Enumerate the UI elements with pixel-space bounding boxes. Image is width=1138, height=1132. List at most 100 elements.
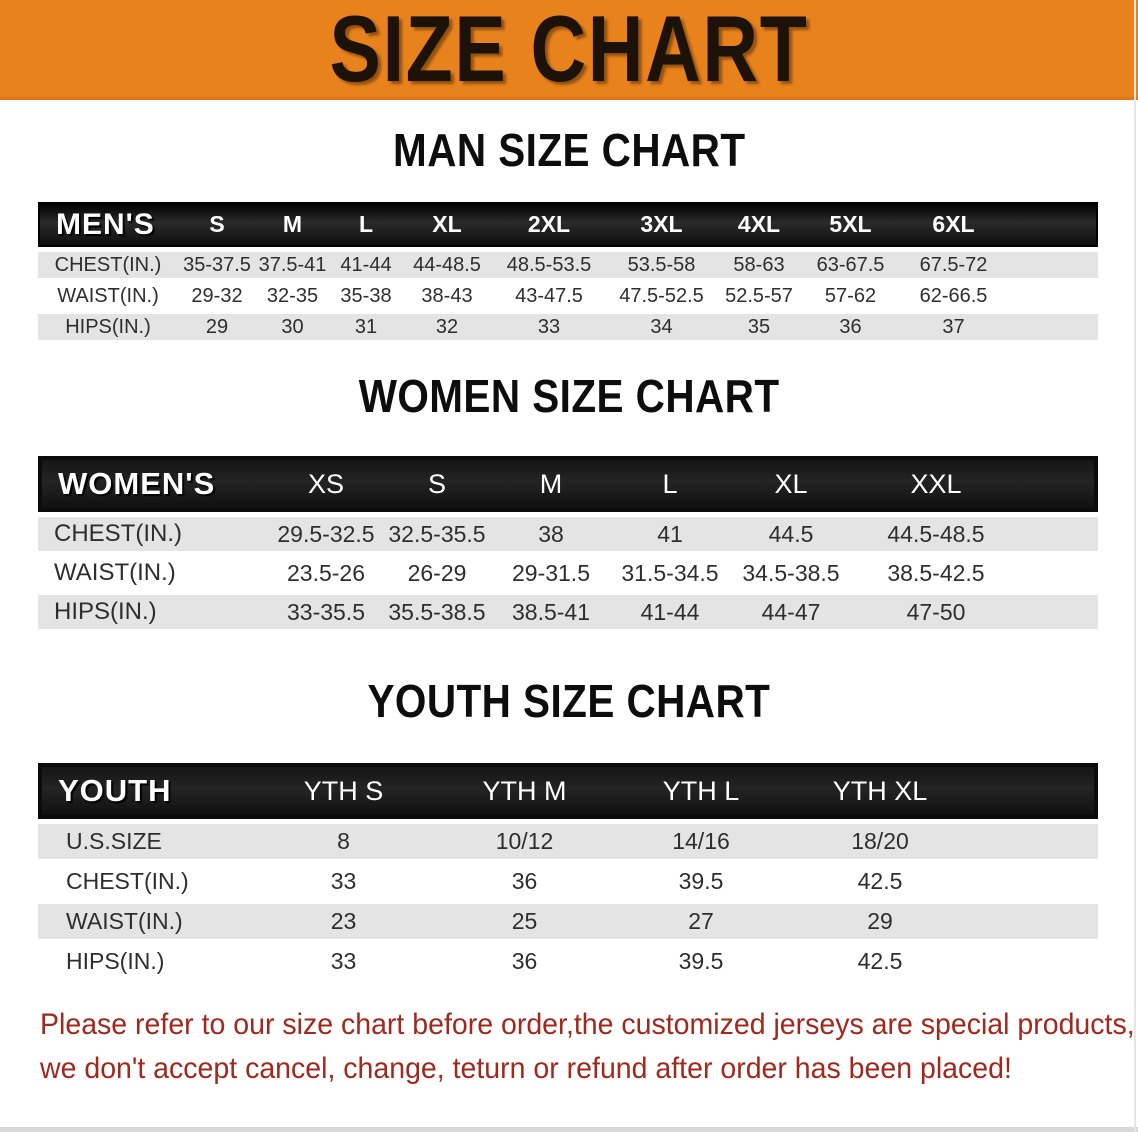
men-section-title: MAN SIZE CHART <box>392 124 746 176</box>
table-row: CHEST(IN.) 33 36 39.5 42.5 <box>38 859 1098 899</box>
size-column-header: 5XL <box>802 202 899 247</box>
filler-cell <box>1008 202 1098 247</box>
page-title: SIZE CHART <box>329 0 809 101</box>
size-value-cell: 29-32 <box>178 278 256 309</box>
size-column-header: M <box>492 456 610 512</box>
filler-cell <box>1020 512 1098 551</box>
size-value-cell: 29 <box>790 899 970 939</box>
men-header-row: MEN'S S M L XL 2XL 3XL 4XL 5XL 6XL <box>38 202 1098 247</box>
size-value-cell: 29.5-32.5 <box>270 512 382 551</box>
size-value-cell: 58-63 <box>716 247 802 278</box>
size-value-cell: 42.5 <box>790 939 970 979</box>
table-row: HIPS(IN.) 33 36 39.5 42.5 <box>38 939 1098 979</box>
size-value-cell: 29 <box>178 309 256 340</box>
filler-cell <box>1008 247 1098 278</box>
size-column-header: L <box>329 202 403 247</box>
size-value-cell: 38 <box>492 512 610 551</box>
size-value-cell: 36 <box>437 939 612 979</box>
size-value-cell: 8 <box>250 819 437 859</box>
size-value-cell: 41-44 <box>610 590 730 629</box>
size-value-cell: 44.5 <box>730 512 852 551</box>
youth-section-title: YOUTH SIZE CHART <box>367 675 771 727</box>
row-label: U.S.SIZE <box>38 819 250 859</box>
size-column-header: YTH M <box>437 763 612 819</box>
size-value-cell: 36 <box>437 859 612 899</box>
youth-header-row: YOUTH YTH S YTH M YTH L YTH XL <box>38 763 1098 819</box>
size-value-cell: 41 <box>610 512 730 551</box>
size-value-cell: 30 <box>256 309 329 340</box>
size-value-cell: 39.5 <box>612 859 790 899</box>
size-column-header: XS <box>270 456 382 512</box>
size-value-cell: 52.5-57 <box>716 278 802 309</box>
right-edge-divider <box>1134 0 1136 1132</box>
youth-table-label: YOUTH <box>38 763 250 819</box>
size-value-cell: 57-62 <box>802 278 899 309</box>
size-value-cell: 34 <box>607 309 716 340</box>
size-value-cell: 47-50 <box>852 590 1020 629</box>
women-table-label: WOMEN'S <box>38 456 270 512</box>
youth-size-table: YOUTH YTH S YTH M YTH L YTH XL U.S.SIZE … <box>38 763 1098 979</box>
size-value-cell: 32.5-35.5 <box>382 512 492 551</box>
size-column-header: XL <box>403 202 491 247</box>
row-label: WAIST(IN.) <box>38 899 250 939</box>
table-row: WAIST(IN.) 29-32 32-35 35-38 38-43 43-47… <box>38 278 1098 309</box>
filler-cell <box>970 859 1098 899</box>
filler-cell <box>1020 551 1098 590</box>
size-value-cell: 67.5-72 <box>899 247 1008 278</box>
table-row: WAIST(IN.) 23.5-26 26-29 29-31.5 31.5-34… <box>38 551 1098 590</box>
women-size-table: WOMEN'S XS S M L XL XXL CHEST(IN.) 29.5-… <box>38 456 1098 629</box>
row-label: HIPS(IN.) <box>38 309 178 340</box>
row-label: WAIST(IN.) <box>38 551 270 590</box>
size-column-header: XL <box>730 456 852 512</box>
size-value-cell: 14/16 <box>612 819 790 859</box>
size-value-cell: 27 <box>612 899 790 939</box>
size-value-cell: 32 <box>403 309 491 340</box>
men-size-table: MEN'S S M L XL 2XL 3XL 4XL 5XL 6XL CHEST… <box>38 202 1098 340</box>
size-value-cell: 18/20 <box>790 819 970 859</box>
size-value-cell: 37 <box>899 309 1008 340</box>
table-row: U.S.SIZE 8 10/12 14/16 18/20 <box>38 819 1098 859</box>
size-value-cell: 10/12 <box>437 819 612 859</box>
size-value-cell: 26-29 <box>382 551 492 590</box>
size-column-header: 3XL <box>607 202 716 247</box>
row-label: HIPS(IN.) <box>38 939 250 979</box>
size-column-header: XXL <box>852 456 1020 512</box>
size-column-header: YTH L <box>612 763 790 819</box>
disclaimer: Please refer to our size chart before or… <box>40 1003 1138 1091</box>
filler-cell <box>1008 309 1098 340</box>
filler-cell <box>970 763 1098 819</box>
size-value-cell: 44-48.5 <box>403 247 491 278</box>
size-value-cell: 39.5 <box>612 939 790 979</box>
filler-cell <box>970 899 1098 939</box>
size-value-cell: 33 <box>250 859 437 899</box>
men-table-label: MEN'S <box>38 202 178 247</box>
row-label: WAIST(IN.) <box>38 278 178 309</box>
filler-cell <box>1020 456 1098 512</box>
size-value-cell: 35-37.5 <box>178 247 256 278</box>
women-section-heading: WOMEN SIZE CHART <box>0 372 1138 432</box>
size-column-header: 6XL <box>899 202 1008 247</box>
size-value-cell: 34.5-38.5 <box>730 551 852 590</box>
size-column-header: YTH XL <box>790 763 970 819</box>
size-value-cell: 33 <box>491 309 607 340</box>
size-value-cell: 36 <box>802 309 899 340</box>
disclaimer-line-1: Please refer to our size chart before or… <box>40 1008 1135 1041</box>
table-row: CHEST(IN.) 35-37.5 37.5-41 41-44 44-48.5… <box>38 247 1098 278</box>
size-column-header: L <box>610 456 730 512</box>
filler-cell <box>970 939 1098 979</box>
size-value-cell: 33-35.5 <box>270 590 382 629</box>
size-column-header: YTH S <box>250 763 437 819</box>
bottom-divider <box>0 1127 1138 1132</box>
size-value-cell: 35-38 <box>329 278 403 309</box>
size-column-header: 2XL <box>491 202 607 247</box>
size-value-cell: 47.5-52.5 <box>607 278 716 309</box>
size-value-cell: 38-43 <box>403 278 491 309</box>
table-row: HIPS(IN.) 29 30 31 32 33 34 35 36 37 <box>38 309 1098 340</box>
table-row: HIPS(IN.) 33-35.5 35.5-38.5 38.5-41 41-4… <box>38 590 1098 629</box>
size-value-cell: 35 <box>716 309 802 340</box>
row-label: HIPS(IN.) <box>38 590 270 629</box>
size-value-cell: 25 <box>437 899 612 939</box>
women-header-row: WOMEN'S XS S M L XL XXL <box>38 456 1098 512</box>
filler-cell <box>1008 278 1098 309</box>
